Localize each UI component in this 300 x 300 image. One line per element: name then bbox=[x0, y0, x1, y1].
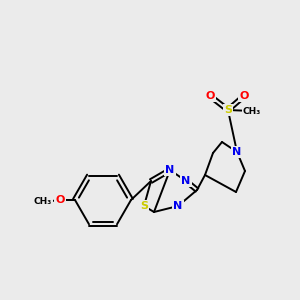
Text: N: N bbox=[165, 165, 175, 175]
Text: S: S bbox=[140, 201, 148, 211]
Text: N: N bbox=[173, 201, 183, 211]
Text: CH₃: CH₃ bbox=[34, 197, 52, 206]
Text: O: O bbox=[205, 91, 215, 101]
Text: N: N bbox=[232, 147, 242, 157]
Text: S: S bbox=[224, 105, 232, 115]
Text: CH₃: CH₃ bbox=[243, 106, 261, 116]
Text: N: N bbox=[182, 176, 190, 186]
Text: O: O bbox=[55, 195, 65, 205]
Text: O: O bbox=[239, 91, 249, 101]
